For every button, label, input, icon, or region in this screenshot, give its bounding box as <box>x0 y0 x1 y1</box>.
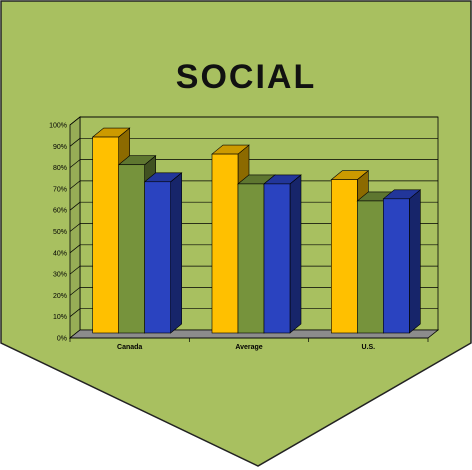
gridline-side <box>69 180 81 190</box>
y-tick-label: 70% <box>53 186 67 193</box>
y-tick-label: 50% <box>53 229 67 236</box>
gridline-side <box>69 265 81 275</box>
bar-side <box>289 174 302 334</box>
x-tick-label: Average <box>235 344 262 351</box>
bar <box>383 198 410 334</box>
bar-chart: 0% 10% 20% 30% 40% 50% 60% 70% 80% 90% 100% Canada A… <box>49 116 440 351</box>
gridline-side <box>69 201 81 211</box>
y-tick-label: 60% <box>53 208 67 215</box>
bar <box>237 183 265 334</box>
y-tick-label: 0% <box>57 336 67 343</box>
y-tick-label: 30% <box>53 272 67 279</box>
y-tick-label: 90% <box>53 144 67 151</box>
y-tick-label: 80% <box>53 165 67 172</box>
x-tick-label: U.S. <box>362 344 376 351</box>
bar <box>211 153 239 334</box>
x-tick-label: Canada <box>117 344 142 351</box>
y-tick-label: 10% <box>53 314 67 321</box>
gridline-side <box>69 159 81 168</box>
gridline-side <box>69 223 81 232</box>
y-tick-label: 20% <box>53 293 67 300</box>
banner-title: SOCIAL <box>176 58 316 96</box>
gridline-side <box>69 287 81 296</box>
bar-side <box>409 189 421 334</box>
gridline-side <box>69 308 81 317</box>
bar <box>92 136 119 334</box>
gridline-side <box>69 138 81 147</box>
bar <box>331 179 358 334</box>
y-tick-label: 100% <box>49 123 67 130</box>
y-tick-label: 40% <box>53 250 67 257</box>
bar <box>263 183 291 334</box>
gridline-side <box>69 116 81 126</box>
bar <box>357 200 384 334</box>
bar <box>144 181 171 334</box>
bar-side <box>170 172 182 334</box>
bar <box>118 164 145 334</box>
gridline-side <box>69 244 81 254</box>
